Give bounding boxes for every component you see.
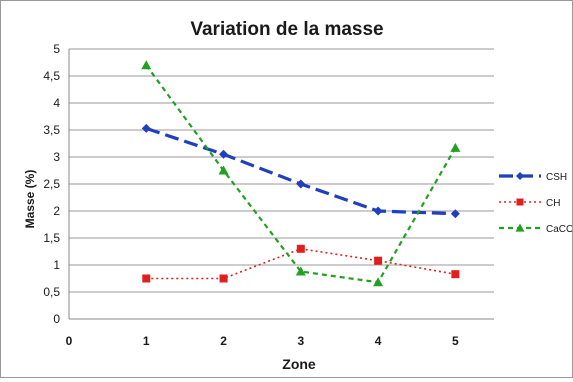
data-point bbox=[141, 123, 151, 133]
y-tick-label: 5 bbox=[53, 42, 60, 56]
legend: CSH CH CaCO3 bbox=[499, 172, 573, 235]
data-point bbox=[218, 165, 229, 175]
x-tick-label: 1 bbox=[143, 334, 150, 348]
series-group bbox=[141, 60, 461, 287]
y-tick-label: 2,5 bbox=[43, 177, 60, 191]
legend-item-caco3: CaCO3 bbox=[499, 223, 573, 235]
x-tick-label: 3 bbox=[297, 334, 304, 348]
data-point bbox=[219, 149, 229, 159]
x-tick-label: 2 bbox=[220, 334, 227, 348]
data-point bbox=[373, 206, 383, 216]
y-tick-label: 4,5 bbox=[43, 69, 60, 83]
data-point bbox=[451, 270, 460, 279]
data-point bbox=[373, 277, 384, 287]
y-tick-label: 1,5 bbox=[43, 231, 60, 245]
series-line bbox=[145, 64, 457, 284]
y-tick-label: 0,5 bbox=[43, 285, 60, 299]
data-point bbox=[219, 274, 228, 283]
y-tick-label: 3 bbox=[53, 150, 60, 164]
data-point bbox=[296, 244, 305, 253]
legend-marker bbox=[516, 198, 524, 206]
y-tick-label: 3,5 bbox=[43, 123, 60, 137]
data-point bbox=[374, 256, 383, 265]
data-point bbox=[296, 179, 306, 189]
data-point bbox=[295, 266, 306, 276]
x-axis-label: Zone bbox=[282, 356, 316, 372]
legend-label: CH bbox=[546, 198, 560, 209]
y-tick-labels: 0 0,5 1 1,5 2 2,5 3 3,5 4 4,5 5 bbox=[43, 42, 60, 326]
legend-marker bbox=[516, 172, 524, 180]
data-point bbox=[142, 274, 151, 283]
series-line bbox=[145, 126, 456, 216]
grid-lines bbox=[69, 48, 494, 293]
data-point bbox=[450, 142, 461, 152]
data-point bbox=[141, 60, 152, 70]
x-tick-label: 4 bbox=[375, 334, 382, 348]
x-tick-label: 5 bbox=[452, 334, 459, 348]
series-csh bbox=[141, 123, 460, 219]
y-tick-label: 1 bbox=[53, 258, 60, 272]
legend-item-ch: CH bbox=[499, 198, 560, 209]
axes bbox=[68, 49, 494, 320]
legend-marker bbox=[515, 223, 525, 232]
x-tick-labels: 0 1 2 3 4 5 bbox=[66, 334, 459, 348]
chart-title: Variation de la masse bbox=[190, 19, 383, 40]
y-tick-label: 0 bbox=[53, 312, 60, 326]
legend-item-csh: CSH bbox=[499, 172, 567, 183]
series-ch bbox=[142, 244, 460, 283]
y-tick-label: 2 bbox=[53, 204, 60, 218]
x-tick-label: 0 bbox=[66, 334, 73, 348]
series-caco3 bbox=[141, 60, 461, 287]
y-tick-label: 4 bbox=[53, 96, 60, 110]
legend-label: CSH bbox=[546, 172, 567, 183]
y-axis-label: Masse (%) bbox=[23, 170, 37, 229]
data-point bbox=[450, 209, 460, 219]
legend-label: CaCO3 bbox=[546, 224, 572, 235]
